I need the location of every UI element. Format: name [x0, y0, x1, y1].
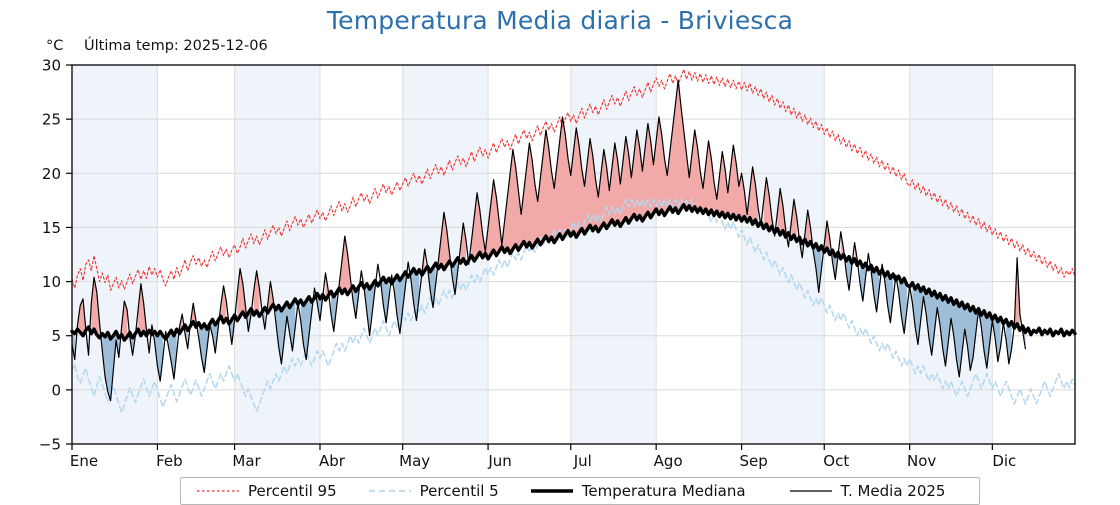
y-axis-ticks: −5 0 5 10 15 20 25 30: [39, 57, 72, 454]
y-tick-label: 25: [42, 111, 61, 129]
y-tick-label: −5: [39, 436, 61, 454]
legend-item-temperatura-mediana[interactable]: Temperatura Mediana: [517, 478, 746, 504]
legend-sample-t-media-2025-icon: [789, 490, 832, 492]
legend-item-percentil-5[interactable]: Percentil 5: [355, 478, 499, 504]
x-tick-label: Ene: [70, 452, 98, 470]
last-temp-label: Última temp: 2025-12-06: [84, 38, 268, 54]
legend-item-percentil-95[interactable]: Percentil 95: [183, 478, 337, 504]
legend-sample-percentil-5-icon: [368, 490, 411, 492]
y-tick-label: 30: [42, 57, 61, 75]
legend-sample-temperatura-mediana-icon: [530, 489, 573, 493]
series-lines: [70, 68, 1077, 414]
month-background-bands: [72, 65, 1075, 444]
x-tick-label: Ago: [654, 452, 683, 470]
legend-label-percentil-95: Percentil 95: [248, 482, 337, 500]
y-tick-label: 10: [42, 273, 61, 291]
x-tick-label: Dic: [992, 452, 1016, 470]
x-tick-label: Feb: [156, 452, 183, 470]
y-axis-unit-label: °C: [46, 38, 64, 54]
legend-label-percentil-5: Percentil 5: [419, 482, 499, 500]
legend-label-t-media-2025: T. Media 2025: [840, 482, 946, 500]
x-tick-label: Jun: [487, 452, 511, 470]
x-tick-label: May: [399, 452, 430, 470]
y-tick-label: 20: [42, 165, 61, 183]
x-tick-label: Sep: [739, 452, 767, 470]
x-tick-label: Mar: [232, 452, 261, 470]
x-tick-label: Oct: [823, 452, 849, 470]
chart-legend: Percentil 95 Percentil 5 Temperatura Med…: [180, 477, 980, 505]
legend-item-t-media-2025[interactable]: T. Media 2025: [776, 478, 946, 504]
x-axis-ticks: Ene Feb Mar Abr May Jun Jul Ago Sep Oct Nov Dic: [70, 444, 1016, 470]
legend-label-temperatura-mediana: Temperatura Mediana: [581, 482, 746, 500]
x-tick-label: Nov: [907, 452, 936, 470]
page-title: Temperatura Media diaria - Briviesca: [326, 6, 794, 35]
axis-frame: [71, 64, 1076, 445]
y-tick-label: 15: [42, 219, 61, 237]
legend-sample-percentil-95-icon: [197, 490, 239, 492]
y-tick-label: 0: [51, 381, 61, 399]
y-tick-label: 5: [51, 327, 61, 345]
x-tick-label: Abr: [319, 452, 346, 470]
x-tick-label: Jul: [573, 452, 592, 470]
